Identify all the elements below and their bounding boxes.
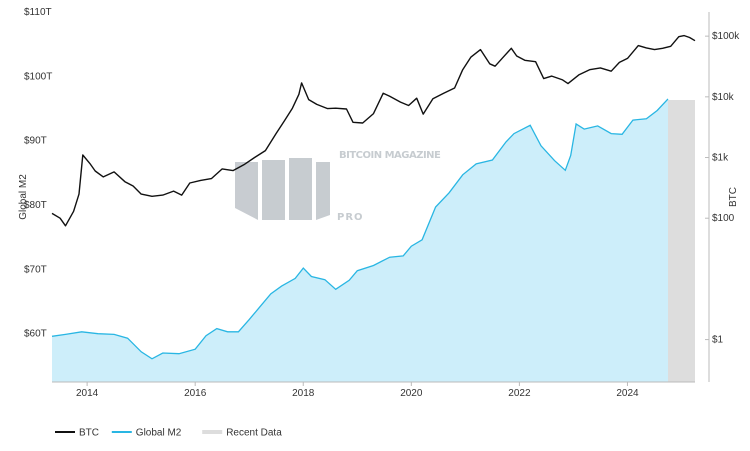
- x-tick-label: 2020: [400, 388, 423, 399]
- right-tick-label: $10k: [712, 92, 735, 103]
- right-axis-label: BTC: [728, 187, 739, 207]
- bitcoin-magazine-pro-watermark: BITCOIN MAGAZINE PRO: [235, 150, 442, 223]
- svg-text:PRO: PRO: [337, 212, 364, 223]
- x-tick-label: 2014: [76, 388, 99, 399]
- legend-label: BTC: [79, 428, 99, 439]
- right-tick-label: $1: [712, 335, 724, 346]
- recent-data-band: [667, 100, 695, 382]
- svg-text:BITCOIN MAGAZINE: BITCOIN MAGAZINE: [339, 150, 441, 161]
- left-tick-label: $70T: [24, 264, 47, 275]
- right-tick-label: $100: [712, 213, 735, 224]
- x-tick-label: 2024: [616, 388, 639, 399]
- legend-item[interactable]: Global M2: [111, 428, 182, 439]
- left-tick-label: $80T: [24, 200, 47, 211]
- left-tick-label: $90T: [24, 136, 47, 147]
- right-tick-label: $1k: [712, 153, 729, 164]
- legend-label: Recent Data: [226, 428, 282, 439]
- legend-item[interactable]: BTC: [55, 428, 99, 439]
- x-tick-label: 2016: [184, 388, 207, 399]
- x-tick-label: 2018: [292, 388, 315, 399]
- left-tick-label: $110T: [24, 7, 52, 18]
- global-m2-line: [51, 98, 669, 360]
- x-tick-label: 2022: [508, 388, 531, 399]
- legend-swatch: [202, 430, 223, 434]
- left-tick-label: $100T: [24, 71, 52, 82]
- left-axis-label: Global M2: [18, 174, 29, 220]
- legend-label: Global M2: [136, 428, 182, 439]
- legend-item[interactable]: Recent Data: [202, 428, 282, 439]
- right-tick-label: $100k: [712, 31, 740, 42]
- left-tick-label: $60T: [24, 329, 47, 340]
- chart-legend: BTC Global M2 Recent Data: [55, 428, 282, 439]
- global-m2-area: [52, 98, 668, 383]
- btc-price-line: [51, 34, 696, 227]
